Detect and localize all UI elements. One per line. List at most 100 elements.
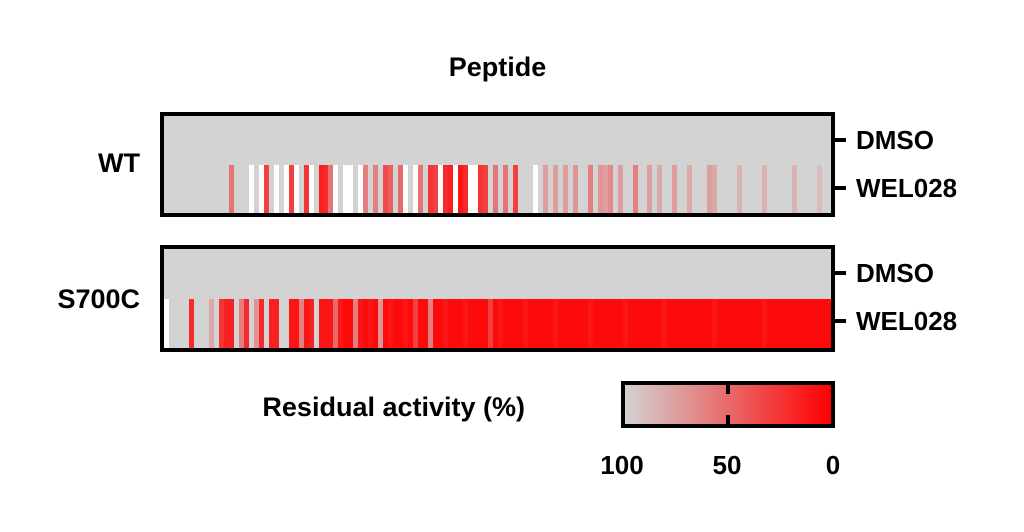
heatmap-cell [632, 249, 638, 299]
heatmap-cell [657, 164, 663, 213]
heatmap-cell [816, 249, 822, 299]
heatmap-cell [692, 116, 698, 165]
heatmap-cell [602, 116, 608, 165]
heatmap-cell [428, 116, 434, 165]
heatmap-cell [592, 249, 598, 299]
heatmap-cell [507, 116, 513, 165]
heatmap-cell [652, 298, 658, 348]
heatmap-cell [358, 298, 364, 348]
wt-label: WT [98, 148, 140, 178]
heatmap-cell [757, 164, 763, 213]
heatmap-cell [782, 164, 788, 213]
s700c-wel028-heatmap-row [164, 298, 831, 348]
heatmap-cell [448, 298, 454, 348]
heatmap-cell [617, 249, 623, 299]
heatmap-cell [502, 298, 508, 348]
heatmap-cell [478, 298, 483, 348]
heatmap-cell [243, 298, 249, 348]
heatmap-cell [403, 298, 409, 348]
heatmap-cell [562, 116, 568, 165]
heatmap-cell [512, 164, 518, 213]
heatmap-cell [682, 298, 688, 348]
heatmap-cell [782, 116, 788, 165]
heatmap-cell [522, 249, 528, 299]
heatmap-cell [682, 116, 688, 165]
heatmap-cell [453, 164, 459, 213]
heatmap-cell [642, 249, 648, 299]
heatmap-cell [662, 164, 668, 213]
heatmap-cell [164, 298, 169, 348]
heatmap-cell [328, 164, 334, 213]
heatmap-cell [752, 164, 758, 213]
heatmap-cell [672, 298, 678, 348]
heatmap-cell [228, 298, 234, 348]
heatmap-cell [647, 116, 653, 165]
heatmap-cell [428, 298, 434, 348]
heatmap-cell [203, 249, 209, 299]
heatmap-cell [164, 164, 169, 213]
heatmap-cell [248, 116, 254, 165]
heatmap-cell [243, 116, 249, 165]
heatmap-cell [178, 116, 184, 165]
heatmap-cell [757, 298, 763, 348]
heatmap-cell [537, 116, 543, 165]
heatmap-cell [752, 116, 758, 165]
heatmap-cell [398, 164, 404, 213]
heatmap-cell [747, 116, 753, 165]
heatmap-cell [164, 116, 169, 165]
heatmap-cell [453, 298, 459, 348]
heatmap-cell [333, 249, 339, 299]
wt-wel028-heatmap-row [164, 164, 831, 213]
heatmap-cell [283, 116, 289, 165]
heatmap-cell [383, 298, 389, 348]
heatmap-cell [597, 249, 603, 299]
heatmap-cell [627, 116, 633, 165]
heatmap-cell [483, 164, 488, 213]
heatmap-cell [602, 298, 608, 348]
heatmap-cell [248, 164, 254, 213]
heatmap-cell [193, 116, 199, 165]
heatmap-cell [527, 249, 533, 299]
heatmap-cell [507, 298, 513, 348]
heatmap-cell [647, 298, 653, 348]
heatmap-cell [308, 164, 314, 213]
heatmap-cell [393, 298, 399, 348]
heatmap-cell [393, 249, 399, 299]
heatmap-cell [826, 298, 831, 348]
heatmap-cell [492, 249, 498, 299]
heatmap-cell [507, 164, 513, 213]
heatmap-cell [358, 116, 364, 165]
heatmap-cell [657, 249, 663, 299]
heatmap-cell [483, 116, 488, 165]
heatmap-cell [777, 164, 783, 213]
heatmap-cell [218, 164, 224, 213]
heatmap-cell [757, 116, 763, 165]
heatmap-cell [263, 116, 269, 165]
heatmap-cell [587, 249, 593, 299]
heatmap-cell [582, 249, 588, 299]
heatmap-cell [811, 164, 817, 213]
heatmap-cell [757, 249, 763, 299]
heatmap-cell [303, 116, 309, 165]
heatmap-cell [253, 249, 259, 299]
heatmap-cell [821, 164, 827, 213]
heatmap-cell [483, 249, 488, 299]
heatmap-cell [762, 249, 768, 299]
heatmap-cell [632, 116, 638, 165]
heatmap-cell [542, 298, 548, 348]
heatmap-cell [303, 249, 309, 299]
heatmap-cell [164, 249, 169, 299]
heatmap-cell [602, 164, 608, 213]
heatmap-cell [782, 298, 788, 348]
heatmap-cell [208, 249, 214, 299]
heatmap-cell [657, 298, 663, 348]
heatmap-cell [473, 164, 479, 213]
heatmap-cell [492, 116, 498, 165]
heatmap-cell [677, 298, 683, 348]
heatmap-cell [388, 298, 394, 348]
heatmap-cell [567, 249, 573, 299]
heatmap-cell [617, 298, 623, 348]
heatmap-cell [537, 164, 543, 213]
heatmap-cell [542, 116, 548, 165]
heatmap-cell [572, 249, 578, 299]
